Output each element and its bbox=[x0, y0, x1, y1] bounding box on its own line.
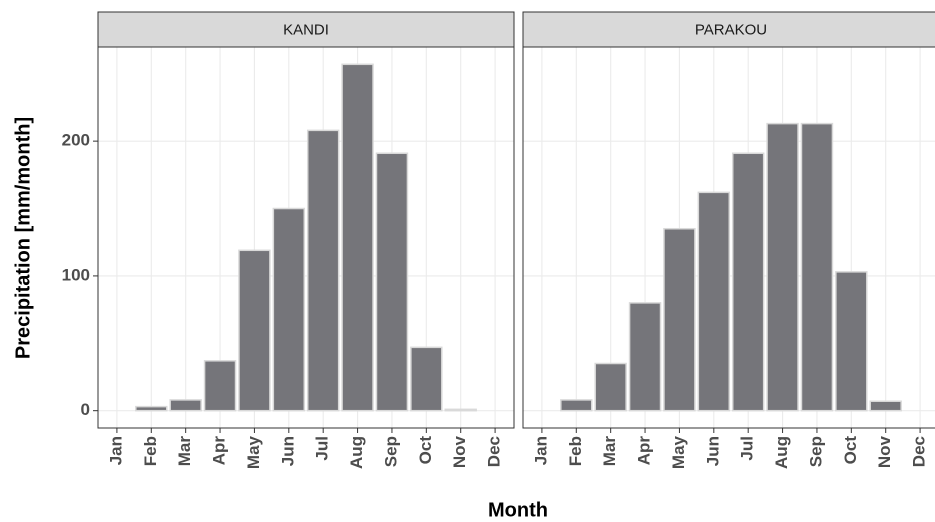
x-tick-label: Nov bbox=[875, 435, 894, 468]
y-tick-label: 100 bbox=[62, 265, 90, 284]
x-tick-label: Oct bbox=[416, 436, 435, 465]
x-tick-label: Jan bbox=[531, 436, 550, 465]
x-tick-label: Jul bbox=[313, 436, 332, 461]
bar bbox=[869, 400, 902, 412]
y-axis-title: Precipitation [mm/month] bbox=[12, 117, 34, 359]
x-tick-label: Apr bbox=[635, 436, 654, 466]
bar bbox=[135, 405, 168, 412]
x-tick-label: Sep bbox=[806, 436, 825, 467]
x-tick-label: Apr bbox=[210, 436, 229, 466]
x-tick-label: May bbox=[669, 435, 688, 469]
x-tick-label: Dec bbox=[485, 436, 504, 467]
bar bbox=[663, 227, 696, 412]
x-tick-label: May bbox=[244, 435, 263, 469]
bar bbox=[238, 249, 271, 412]
x-tick-label: Dec bbox=[910, 436, 929, 467]
bar bbox=[272, 207, 306, 412]
x-tick-label: Mar bbox=[600, 436, 619, 467]
x-tick-label: Nov bbox=[450, 435, 469, 468]
facet-strip bbox=[522, 11, 935, 48]
y-tick-label: 200 bbox=[62, 131, 90, 150]
bar bbox=[800, 122, 834, 412]
bar bbox=[169, 399, 202, 412]
bar bbox=[410, 346, 443, 412]
facet-strip bbox=[97, 11, 515, 48]
panel-border bbox=[522, 46, 935, 429]
panel-background bbox=[98, 47, 514, 428]
facet-title: KANDI bbox=[283, 21, 329, 38]
x-tick-label: Jul bbox=[738, 436, 757, 461]
bar bbox=[560, 399, 593, 412]
x-tick-label: Feb bbox=[141, 436, 160, 466]
x-tick-label: Jun bbox=[278, 436, 297, 466]
bar bbox=[444, 408, 477, 412]
x-tick-label: Oct bbox=[841, 436, 860, 465]
x-tick-label: Mar bbox=[175, 436, 194, 467]
y-tick-label: 0 bbox=[81, 400, 90, 419]
bar bbox=[594, 362, 627, 412]
bar bbox=[375, 152, 409, 412]
x-tick-label: Feb bbox=[566, 436, 585, 466]
x-tick-label: Aug bbox=[772, 436, 791, 469]
bar bbox=[306, 129, 340, 412]
bar bbox=[628, 302, 662, 412]
bar bbox=[731, 152, 765, 412]
bar bbox=[766, 122, 799, 412]
x-tick-label: Sep bbox=[381, 436, 400, 467]
bar bbox=[203, 360, 237, 412]
panel-border bbox=[97, 46, 515, 429]
facet-title: PARAKOU bbox=[695, 21, 767, 38]
bar bbox=[341, 63, 374, 412]
x-tick-label: Aug bbox=[347, 436, 366, 469]
x-axis-title: Month bbox=[488, 499, 548, 521]
x-tick-label: Jun bbox=[703, 436, 722, 466]
bar bbox=[835, 271, 868, 412]
bar bbox=[697, 191, 731, 412]
x-tick-label: Jan bbox=[106, 436, 125, 465]
